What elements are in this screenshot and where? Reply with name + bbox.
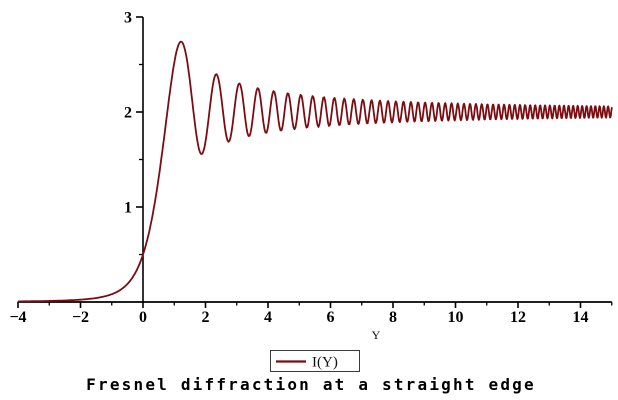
y-tick-label: 3 [124, 10, 132, 27]
x-tick-label: 10 [448, 309, 464, 326]
x-tick-label: 4 [264, 309, 272, 326]
x-tick-label: −4 [9, 309, 26, 326]
x-tick-label: 2 [202, 309, 210, 326]
x-tick-label: 0 [139, 309, 147, 326]
x-tick-label: 6 [327, 309, 335, 326]
x-axis-label: Y [372, 328, 381, 342]
x-tick-label: 12 [510, 309, 526, 326]
y-tick-label: 1 [124, 200, 132, 217]
legend-series-label: I(Y) [312, 355, 338, 371]
x-tick-label: −2 [72, 309, 89, 326]
chart-title: Fresnel diffraction at a straight edge [86, 375, 536, 394]
x-tick-label: 8 [389, 309, 397, 326]
x-tick-label: 14 [573, 309, 589, 326]
y-tick-label: 2 [124, 105, 132, 122]
legend-frame [270, 350, 360, 372]
intensity-curve [17, 40, 613, 303]
intensity-curve-line [17, 40, 613, 303]
legend-box: I(Y) [270, 350, 360, 372]
